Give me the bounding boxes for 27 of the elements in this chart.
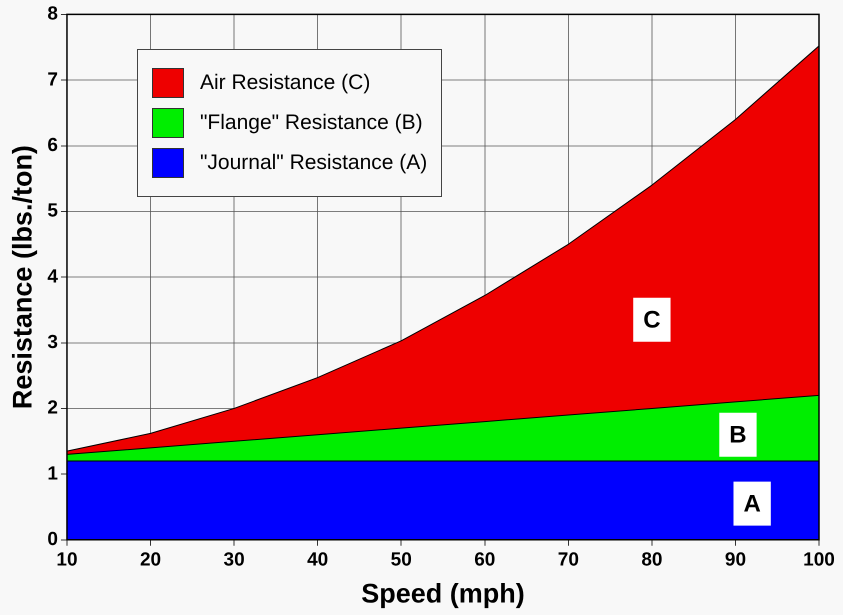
- legend-label: "Flange" Resistance (B): [200, 111, 423, 136]
- x-tick-label: 100: [803, 549, 835, 570]
- x-axis-title: Speed (mph): [361, 578, 525, 608]
- x-tick-label: 50: [390, 549, 412, 570]
- x-tick-label: 30: [224, 549, 245, 570]
- annotation: A: [743, 490, 761, 518]
- x-tick-label: 10: [56, 549, 78, 570]
- annotation: B: [729, 421, 747, 448]
- y-tick-label: 5: [47, 200, 58, 222]
- y-axis-title: Resistance (lbs./ton): [8, 145, 38, 410]
- y-tick-label: 4: [47, 266, 58, 288]
- y-tick-label: 6: [47, 134, 58, 156]
- y-tick-label: 1: [47, 463, 58, 484]
- annotation: C: [643, 306, 661, 334]
- x-tick-label: 60: [474, 549, 496, 570]
- x-tick-label: 70: [558, 549, 579, 570]
- legend-label: Air Resistance (C): [200, 71, 370, 96]
- x-tick-label: 20: [140, 549, 162, 570]
- y-tick-label: 7: [47, 69, 58, 90]
- legend-label: "Journal" Resistance (A): [200, 151, 428, 176]
- x-tick-label: 40: [307, 549, 328, 570]
- y-tick-label: 3: [47, 332, 58, 354]
- x-tick-label: 80: [641, 549, 662, 570]
- y-tick-label: 2: [47, 398, 58, 419]
- x-tick-label: 90: [724, 549, 746, 570]
- y-tick-label: 8: [47, 4, 58, 25]
- y-tick-label: 0: [47, 529, 58, 550]
